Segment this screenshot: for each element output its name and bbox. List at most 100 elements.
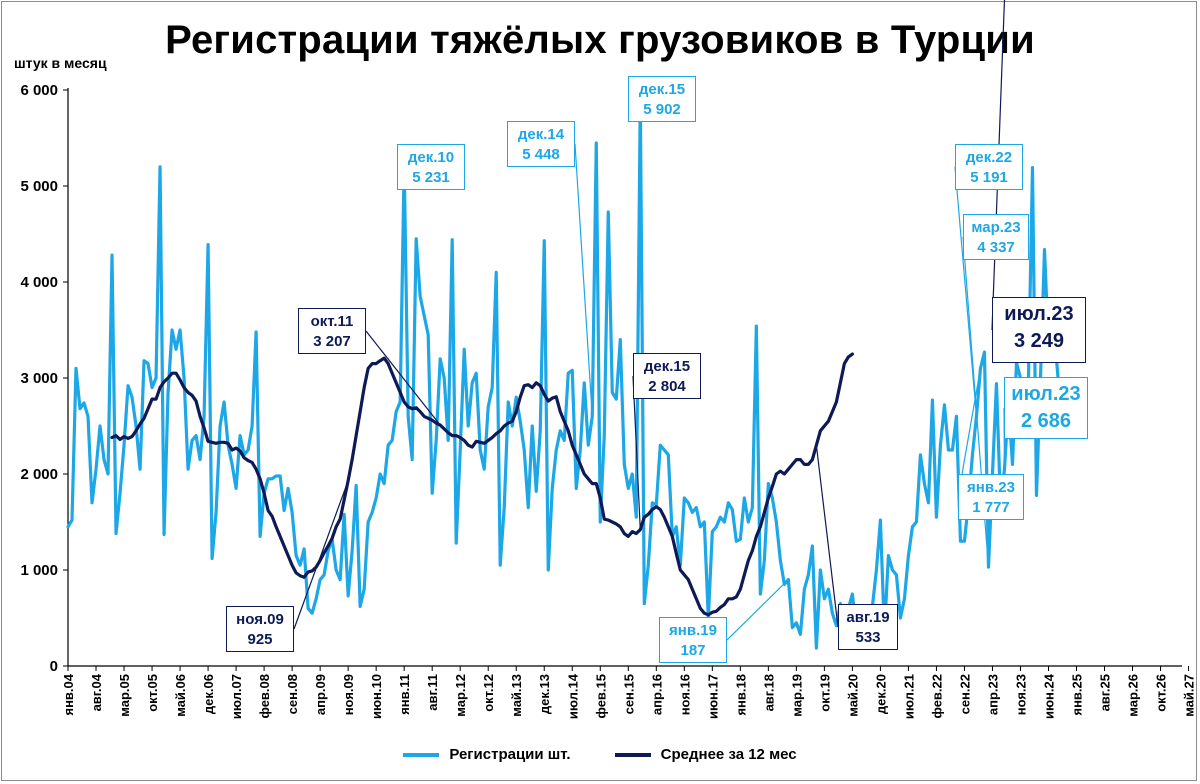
data-point [203, 427, 205, 429]
data-point [331, 537, 333, 539]
x-tick-label: окт.19 [817, 674, 832, 712]
data-point [803, 588, 805, 590]
data-point [307, 607, 309, 610]
data-point [615, 523, 617, 525]
data-point [99, 425, 101, 427]
data-point [175, 372, 177, 374]
data-point [799, 459, 801, 461]
data-point [451, 239, 453, 241]
data-point [771, 485, 773, 488]
data-point [827, 420, 829, 422]
data-point [983, 351, 986, 353]
data-point [359, 411, 361, 413]
data-point [419, 411, 421, 413]
data-point [363, 387, 365, 389]
x-tick-label: май.27 [1182, 674, 1197, 717]
data-point [155, 398, 157, 400]
data-point [591, 483, 593, 485]
data-point [495, 271, 497, 273]
data-point [391, 372, 393, 374]
data-point [483, 468, 485, 470]
annotation-value: 1 777 [972, 499, 1010, 517]
x-tick-label: янв.25 [1070, 674, 1085, 716]
data-point [307, 571, 309, 573]
data-point [455, 542, 457, 544]
data-point [503, 425, 505, 427]
data-point [455, 435, 457, 437]
data-point [831, 411, 833, 413]
data-point [731, 508, 733, 511]
data-point [315, 598, 317, 600]
data-point [587, 444, 589, 446]
data-point [339, 518, 341, 520]
annotation-value: 533 [855, 629, 881, 647]
data-point [839, 603, 841, 605]
data-point [403, 401, 405, 403]
data-point [147, 363, 149, 365]
data-point [767, 483, 769, 485]
data-point [931, 399, 934, 401]
data-point [135, 425, 137, 427]
data-point [759, 593, 761, 595]
series-registrations-line [66, 97, 1063, 650]
data-point [355, 435, 357, 437]
data-point [779, 470, 781, 472]
data-point [579, 463, 581, 465]
data-point [735, 540, 737, 542]
data-point [379, 360, 381, 362]
data-point [571, 369, 573, 371]
data-point [139, 423, 141, 425]
data-point [559, 411, 561, 413]
data-point [627, 487, 629, 489]
x-tick-label: апр.16 [649, 674, 664, 715]
data-point [599, 521, 601, 523]
data-point [519, 396, 521, 398]
x-tick-label: апр.09 [313, 674, 328, 715]
data-point [287, 555, 289, 557]
annotation-label: ноя.09 [236, 611, 284, 628]
data-point [935, 516, 938, 518]
data-point [195, 435, 197, 437]
x-tick-label: дек.20 [873, 674, 888, 714]
data-point [567, 372, 569, 374]
data-point [251, 425, 253, 427]
data-point [135, 430, 137, 432]
data-point [531, 425, 533, 427]
data-point [415, 407, 417, 409]
data-point [631, 531, 633, 533]
data-point [995, 383, 998, 385]
data-point [283, 545, 285, 547]
data-point [335, 526, 337, 528]
data-point [683, 574, 685, 576]
data-point [563, 439, 565, 441]
data-point [139, 468, 141, 470]
data-point [907, 555, 910, 557]
data-point [551, 487, 553, 489]
data-point [695, 598, 697, 600]
data-point [875, 569, 878, 571]
data-point [127, 385, 129, 387]
data-point [595, 142, 597, 144]
data-point [915, 521, 918, 523]
data-point [175, 348, 177, 350]
data-point [339, 579, 341, 581]
x-tick-label: сен.15 [621, 674, 636, 714]
data-point [83, 402, 85, 404]
data-point [187, 468, 189, 470]
annotation-label: янв.23 [967, 479, 1015, 496]
legend: Регистрации шт. Среднее за 12 мес [0, 745, 1200, 763]
data-point [223, 401, 225, 403]
annotation-label: янв.19 [669, 622, 717, 639]
data-point [211, 441, 213, 443]
data-point [927, 502, 930, 504]
data-point [319, 559, 321, 562]
data-point [463, 348, 465, 350]
data-point [203, 415, 205, 417]
data-point [475, 372, 477, 374]
data-point [503, 507, 505, 509]
data-point [123, 435, 125, 438]
data-point [423, 415, 425, 417]
data-point [827, 588, 829, 590]
data-point [467, 425, 469, 427]
x-tick-label: фев.15 [593, 674, 608, 719]
